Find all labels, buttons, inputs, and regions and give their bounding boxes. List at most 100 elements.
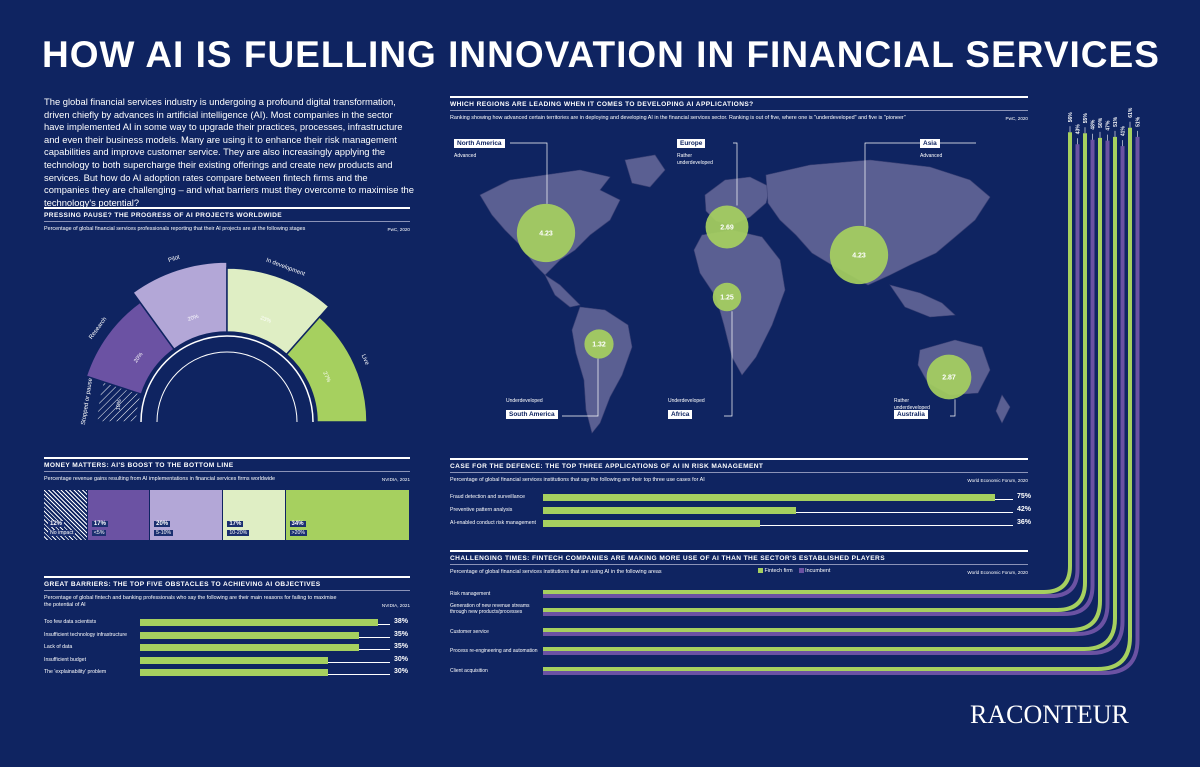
projects-donut-chart: Stopped or paused 10%Research20%Pilot20%I… xyxy=(81,255,370,426)
regions-subtitle: Ranking showing how advanced certain ter… xyxy=(450,115,906,121)
fintech-value-label: 51% xyxy=(1113,116,1119,127)
bar-2 xyxy=(543,519,760,527)
risk-title: CASE FOR THE DEFENCE: THE TOP THREE APPL… xyxy=(450,463,764,470)
divider xyxy=(44,471,410,472)
section-rule xyxy=(450,96,1028,98)
map-region-label: Australia xyxy=(894,410,928,419)
risk-bars: Fraud detection and surveillance 75% Preve… xyxy=(0,0,1031,527)
donut-slice-4 xyxy=(285,315,368,423)
donut-slice-2 xyxy=(131,261,228,351)
bar-4 xyxy=(140,669,328,676)
map-region-label: North America xyxy=(454,139,505,148)
map-bubble-value: 1.32 xyxy=(592,342,606,349)
map-region-desc: Rather underdeveloped xyxy=(677,153,713,166)
map-bubble-1 xyxy=(705,205,749,249)
section-rule xyxy=(44,207,410,209)
regions-source: PwC, 2020 xyxy=(1005,116,1028,121)
donut-slice-3 xyxy=(226,267,330,356)
fintech-category-label: Process re-engineering and automation xyxy=(450,648,538,654)
fintech-bar xyxy=(543,136,1140,675)
fintech-subtitle: Percentage of global financial services … xyxy=(450,569,662,575)
donut-value-label: 20% xyxy=(187,314,199,323)
section-rule xyxy=(44,576,410,578)
bar-1 xyxy=(140,631,359,639)
map-se-asia xyxy=(889,284,956,318)
donut-category-label: Live xyxy=(360,354,370,367)
bar-0 xyxy=(543,494,995,501)
intro-text: The global financial services industry i… xyxy=(44,96,414,208)
fintech-value-label: 41% xyxy=(1121,126,1127,137)
bar-value: 42% xyxy=(1017,505,1032,513)
money-title: MONEY MATTERS: AI'S BOOST TO THE BOTTOM … xyxy=(44,462,234,469)
legend-incumbent: Incumbent xyxy=(805,568,831,574)
fintech-bar xyxy=(543,132,1072,594)
map-region-desc: Underdeveloped xyxy=(506,398,543,404)
raconteur-logo: RACONTEUR xyxy=(970,700,1129,729)
regions-title: WHICH REGIONS ARE LEADING WHEN IT COMES … xyxy=(450,101,754,108)
fintech-value-label: 55% xyxy=(1083,113,1089,124)
fintech-bar xyxy=(543,136,1117,651)
bar-category-label: AI-enabled conduct risk management xyxy=(450,519,536,526)
projects-source: PwC, 2020 xyxy=(387,227,410,232)
map-bubble-3 xyxy=(712,282,742,312)
map-region-label: South America xyxy=(506,410,558,419)
bar-category-label: Too few data scientists xyxy=(44,619,97,625)
fintech-value-label: 61% xyxy=(1128,107,1134,118)
bar-category-label: Insufficient technology infrastructure xyxy=(44,631,127,638)
map-bubble-value: 2.87 xyxy=(942,375,956,382)
divider xyxy=(450,472,1028,473)
bar-category-label: Preventive pattern analysis xyxy=(450,506,513,513)
bar-value: 75% xyxy=(1017,493,1032,500)
bar-1 xyxy=(543,506,797,514)
fintech-value-label: 48% xyxy=(1091,119,1097,130)
legend-fintech: Fintech firm xyxy=(764,568,793,574)
fintech-category-label: Risk management xyxy=(450,591,491,597)
risk-subtitle: Percentage of global financial services … xyxy=(450,477,705,483)
map-connectors: 4.23 2.69 4.23 1.25 1.32 2.87 xyxy=(510,142,976,417)
bar-value: 38% xyxy=(394,618,409,625)
map-bubble-5 xyxy=(926,354,972,400)
map-region-desc: Advanced xyxy=(920,153,943,159)
projects-subtitle: Percentage of global financial services … xyxy=(44,226,306,232)
donut-value-label: 27% xyxy=(321,371,331,384)
donut-value-label: 20% xyxy=(133,352,144,365)
map-connector xyxy=(950,399,956,417)
map-bubble-4 xyxy=(584,329,614,359)
map-region-label: Asia xyxy=(920,139,940,148)
barriers-subtitle: Percentage of global fintech and banking… xyxy=(44,595,337,608)
fintech-value-label: 56% xyxy=(1068,112,1074,123)
projects-title: PRESSING PAUSE? THE PROGRESS OF AI PROJE… xyxy=(44,212,283,219)
map-bubble-value: 2.69 xyxy=(720,225,734,232)
bar-0 xyxy=(140,619,378,626)
map-connector xyxy=(724,311,733,417)
map-bubble-0 xyxy=(516,203,576,263)
barriers-title: GREAT BARRIERS: THE TOP FIVE OBSTACLES T… xyxy=(44,581,321,588)
fintech-bar xyxy=(543,133,1087,612)
fintech-category-label: Client acquisition xyxy=(450,668,488,674)
bar-category-label: The 'explainability' problem xyxy=(44,669,107,675)
bar-category-label: Insufficient budget xyxy=(44,656,87,663)
divider xyxy=(450,110,1028,111)
donut-value-label: 23% xyxy=(259,315,272,325)
fintech-bar xyxy=(543,144,1080,598)
page-title: HOW AI IS FUELLING INNOVATION IN FINANCI… xyxy=(42,34,1160,75)
map-region-desc: Rather underdeveloped xyxy=(894,398,930,411)
bar-baseline xyxy=(543,524,1013,526)
fintech-bar xyxy=(543,137,1102,632)
legend-swatch-incumbent xyxy=(798,568,804,574)
bar-category-label: Fraud detection and surveillance xyxy=(450,494,525,500)
money-source: NVIDIA, 2021 xyxy=(381,477,410,482)
bar-2 xyxy=(140,644,359,651)
fintech-category-label: Generation of new revenue streams throug… xyxy=(450,603,530,615)
map-greenland xyxy=(624,154,666,188)
map-asia xyxy=(765,159,991,286)
fintech-labels: Risk management Generation of new revenue… xyxy=(0,0,538,674)
legend: Fintech firm Incumbent xyxy=(758,568,830,574)
bar-value: 36% xyxy=(1017,518,1032,526)
fintech-value-label: 47% xyxy=(1106,120,1112,131)
section-rule xyxy=(44,457,410,459)
map-overlay: 4.23 2.69 4.23 1.25 1.32 2.87 North America Adv… xyxy=(450,125,1030,445)
money-subtitle: Percentage revenue gains resulting from … xyxy=(44,476,276,482)
bar-value: 30% xyxy=(394,655,409,663)
map-connector xyxy=(562,358,599,417)
